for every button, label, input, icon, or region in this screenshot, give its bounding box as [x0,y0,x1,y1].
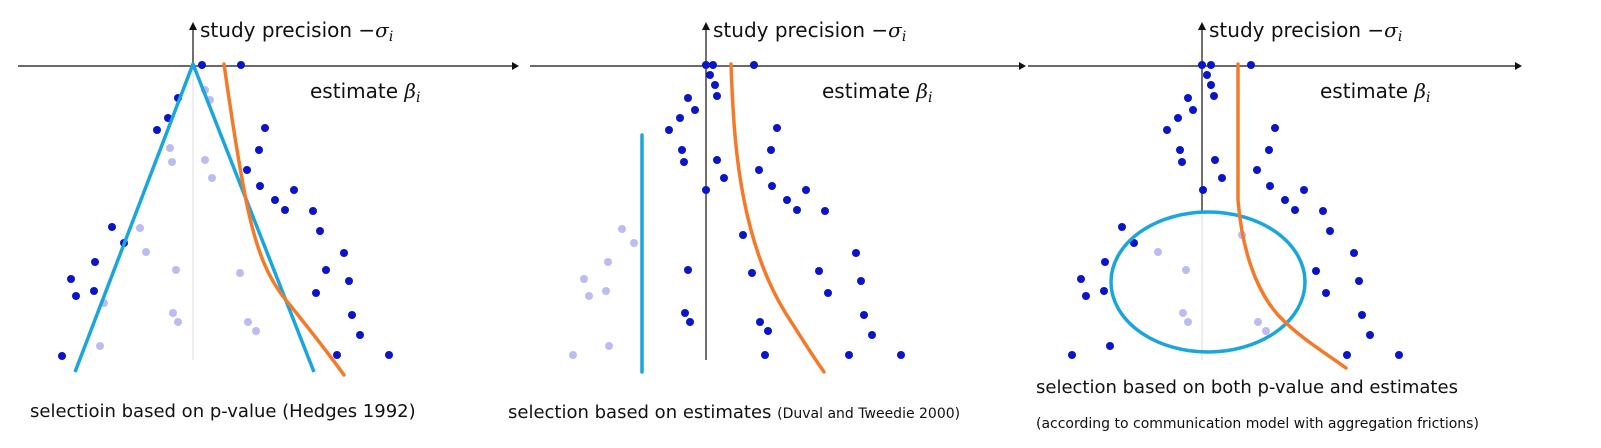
caption-panel-1: selectioin based on p-value (Hedges 1992… [30,401,416,422]
selection-region-ellipse [1109,210,1307,354]
x-axis-arrow [1515,62,1522,70]
x-axis-label: estimate βi [310,79,420,106]
funnel-panel-3: study precision −σi estimate βi [1028,18,1522,370]
significant-dots [1068,61,1403,359]
caption-panel-2-ref: (Duval and Tweedie 2000) [777,406,961,422]
y-axis-label: study precision −σi [713,18,906,45]
p-value-selection-line [73,62,316,373]
x-axis-arrow [512,62,519,70]
unpublished-dots [569,225,638,359]
unpublished-dots [1154,231,1270,335]
significant-dots [665,61,905,359]
funnel-panel-2: study precision −σi estimate βi [530,18,1026,374]
x-axis-label: estimate βi [822,79,932,106]
caption-panel-3-ref: (according to communication model with a… [1036,416,1479,432]
x-axis-label: estimate βi [1320,79,1430,106]
x-axis-arrow [1019,62,1026,70]
caption-panel-3: selection based on both p-value and esti… [1036,377,1458,398]
y-axis-label: study precision −σi [200,18,393,45]
y-axis-arrow [1198,22,1206,30]
y-axis-arrow [702,22,710,30]
true-effect-curve [729,62,826,374]
true-effect-curve [1236,62,1348,370]
caption-panel-2: selection based on estimates (Duval and … [508,402,961,423]
funnel-panel-1: study precision −σi estimate βi [18,18,519,377]
unpublished-dots [96,86,260,350]
y-axis-label: study precision −σi [1209,18,1402,45]
true-effect-curve [222,62,346,377]
significant-dots [58,61,393,360]
y-axis-arrow [189,22,197,30]
